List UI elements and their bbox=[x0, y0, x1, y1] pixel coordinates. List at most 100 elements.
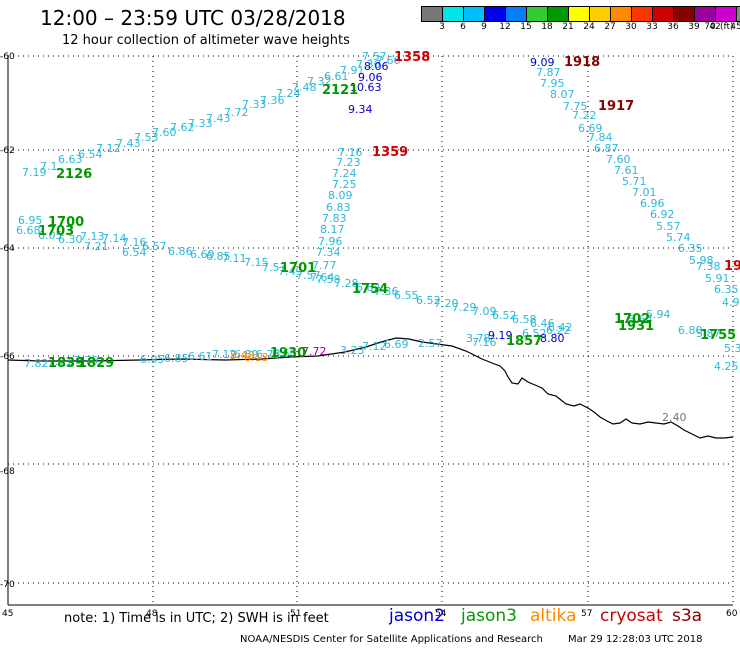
color-swatch bbox=[716, 7, 737, 21]
wave-height-value: 7.1 bbox=[40, 160, 58, 173]
wave-height-value: 6.52 bbox=[416, 294, 441, 307]
highlight-value: 5.43 bbox=[230, 349, 255, 362]
pass-time-label: 1754 bbox=[352, 282, 388, 297]
wave-height-value: 6.58 bbox=[512, 313, 537, 326]
wave-height-value: 7.25 bbox=[332, 178, 357, 191]
wave-height-value: 6.30 bbox=[58, 233, 83, 246]
pass-time-label: 1359 bbox=[372, 145, 408, 160]
wave-height-value: 5.74 bbox=[666, 231, 691, 244]
wave-height-value: 7.12 bbox=[212, 348, 237, 361]
wave-height-value: 7.12 bbox=[96, 142, 121, 155]
pass-time-label: 1755 bbox=[700, 328, 736, 343]
color-swatch bbox=[443, 7, 464, 21]
color-swatch bbox=[653, 7, 674, 21]
wave-height-value: 7.87 bbox=[536, 66, 561, 79]
color-scale-tick: 18 bbox=[541, 22, 553, 32]
wave-height-value: 7.43 bbox=[116, 137, 141, 150]
wave-height-value: 7.19 bbox=[22, 166, 47, 179]
color-swatch bbox=[590, 7, 611, 21]
wave-height-value: 6.35 bbox=[678, 242, 703, 255]
highlight-value: 7.72 bbox=[302, 345, 327, 358]
pass-time-label: 2121 bbox=[322, 83, 358, 98]
wave-height-value: 7.28 bbox=[334, 277, 359, 290]
color-swatch bbox=[674, 7, 695, 21]
wave-height-value: 7.91 bbox=[340, 64, 365, 77]
wave-height-value: 7.33 bbox=[188, 117, 213, 130]
color-scale-tick: 36 bbox=[667, 22, 679, 32]
color-scale-bar bbox=[421, 6, 740, 22]
wave-height-value: 6.73 bbox=[256, 348, 281, 361]
pass-time-label: 1700 bbox=[48, 215, 84, 230]
wave-height-value: 7.60 bbox=[152, 126, 177, 139]
map-frame bbox=[7, 56, 733, 606]
wave-height-value: 7.64 bbox=[310, 271, 335, 284]
color-scale-tick: 9 bbox=[481, 22, 487, 32]
latitude-label: -60 bbox=[0, 52, 15, 62]
color-scale-tick: 33 bbox=[646, 22, 658, 32]
pass-time-label: 1918 bbox=[564, 55, 600, 70]
footnote: note: 1) Time is in UTC; 2) SWH is in fe… bbox=[64, 611, 329, 626]
wave-height-value: 6.52 bbox=[522, 327, 547, 340]
longitude-label: 51 bbox=[290, 609, 301, 619]
wave-height-value: 7.96 bbox=[318, 235, 343, 248]
map-title: 12:00 – 23:59 UTC 03/28/2018 bbox=[40, 6, 346, 30]
wave-height-value: 8.07 bbox=[550, 88, 575, 101]
color-swatch bbox=[506, 7, 527, 21]
wave-height-value: 7.14 bbox=[102, 232, 127, 245]
wave-height-value: 7.60 bbox=[606, 153, 631, 166]
pass-time-label: 1702 bbox=[614, 312, 650, 327]
wave-height-value: 5.57 bbox=[656, 220, 681, 233]
wave-height-value: 6.55 bbox=[394, 289, 419, 302]
wave-height-value: 7.29 bbox=[452, 301, 477, 314]
wave-height-value: 7.32 bbox=[307, 75, 332, 88]
wave-height-value: 7.66 bbox=[376, 54, 401, 67]
wave-height-value: 7.36 bbox=[260, 94, 285, 107]
wave-height-value: 6.85 bbox=[164, 352, 189, 365]
color-swatch bbox=[548, 7, 569, 21]
latitude-label: -66 bbox=[0, 352, 15, 362]
wave-height-value: 6.63 bbox=[58, 153, 83, 166]
latitude-label: -64 bbox=[0, 244, 15, 254]
color-scale-tick: 42 bbox=[709, 22, 721, 32]
legend-s3a: s3a bbox=[672, 606, 703, 626]
longitude-label: 60 bbox=[726, 609, 738, 619]
wave-height-value: 6.69 bbox=[384, 338, 409, 351]
altimeter-tracks: 7.197.16.636.547.127.437.537.607.627.337… bbox=[16, 50, 740, 373]
color-scale-tick: 30 bbox=[625, 22, 637, 32]
wave-height-value: 7.20 bbox=[434, 297, 459, 310]
longitude-labels: 45 48 51 54 57 60 bbox=[2, 609, 738, 619]
wave-height-value: 7.43 bbox=[206, 112, 231, 125]
wave-height-value: 7.01 bbox=[632, 186, 657, 199]
pass-time-label: 1857 bbox=[506, 334, 542, 349]
legend-altika: altika bbox=[530, 606, 577, 626]
wave-height-value: 6.85 bbox=[206, 250, 231, 263]
pass-time-label: 1703 bbox=[38, 224, 74, 239]
wave-height-value: 7.48 bbox=[292, 81, 317, 94]
wave-height-value: 7.13 bbox=[80, 230, 105, 243]
wave-height-value: 7.34 bbox=[316, 246, 341, 259]
wave-height-value: 7.16 bbox=[122, 236, 147, 249]
wave-height-value: 6.80 bbox=[678, 324, 703, 337]
color-scale-tick: 39 bbox=[688, 22, 700, 32]
highlight-value: 9.19 bbox=[488, 329, 513, 342]
legend-jason2: jason2 bbox=[389, 606, 445, 626]
wave-height-value: 6.82 bbox=[356, 281, 381, 294]
credit-line: NOAA/NESDIS Center for Satellite Applica… bbox=[240, 634, 543, 645]
pass-time-label: 1931 bbox=[618, 319, 654, 334]
highlight-value: 9.09 bbox=[530, 56, 555, 69]
wave-height-value: 8.09 bbox=[328, 189, 353, 202]
latitude-labels: -60 -62 -64 -66 -68 -70 bbox=[0, 52, 15, 590]
map-subtitle: 12 hour collection of altimeter wave hei… bbox=[62, 33, 350, 48]
wave-height-value: 6.96 bbox=[640, 197, 665, 210]
wave-height-value: 7.12 bbox=[362, 340, 387, 353]
wave-height-value: 5.3 bbox=[724, 342, 740, 355]
wave-height-value: 4.9 bbox=[722, 296, 740, 309]
wave-height-value: 7.22 bbox=[572, 109, 597, 122]
highlight-value: 10.63 bbox=[350, 81, 382, 94]
color-scale-tick: 70 bbox=[704, 22, 716, 32]
wave-height-value: 7.49 bbox=[278, 265, 303, 278]
map-grid bbox=[7, 55, 734, 605]
color-scale-unit: (ft) bbox=[720, 22, 734, 32]
